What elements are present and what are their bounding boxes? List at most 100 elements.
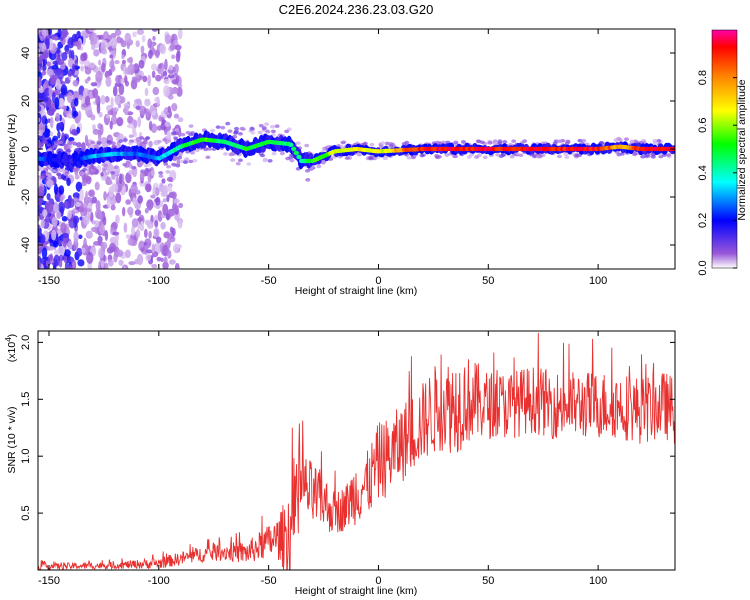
noise-speckle <box>168 259 176 265</box>
noise-speckle <box>114 60 120 65</box>
noise-speckle <box>134 209 142 216</box>
band-cell <box>84 172 90 177</box>
noise-speckle <box>38 243 43 248</box>
noise-speckle <box>162 261 169 269</box>
noise-speckle <box>86 110 93 115</box>
noise-speckle <box>122 206 126 217</box>
noise-speckle <box>140 220 144 231</box>
noise-speckle <box>60 87 67 94</box>
noise-speckle <box>47 246 55 251</box>
band-cell <box>502 140 508 144</box>
noise-speckle <box>53 201 59 214</box>
noise-speckle <box>147 38 153 49</box>
noise-speckle <box>51 91 56 103</box>
noise-speckle <box>49 76 57 86</box>
band-cell <box>623 137 629 141</box>
band-cell <box>441 140 447 145</box>
noise-speckle <box>112 107 119 113</box>
noise-speckle <box>83 215 90 226</box>
band-cell <box>166 164 172 169</box>
band-cell <box>444 153 450 157</box>
noise-speckle <box>76 126 81 134</box>
band-cell <box>452 154 458 159</box>
band-cell <box>118 139 124 143</box>
band-cell <box>564 155 570 160</box>
noise-speckle <box>58 185 65 195</box>
noise-speckle <box>123 222 128 233</box>
noise-speckle <box>97 235 103 243</box>
noise-speckle <box>52 240 59 248</box>
noise-speckle <box>67 57 74 68</box>
noise-speckle <box>90 226 98 233</box>
noise-speckle <box>100 259 105 269</box>
noise-speckle <box>61 31 69 36</box>
band-cell <box>163 162 169 166</box>
band-cell <box>632 152 638 157</box>
band-cell <box>96 141 102 145</box>
noise-speckle <box>52 265 57 269</box>
noise-speckle <box>141 35 146 43</box>
band-cell <box>234 126 240 131</box>
noise-speckle <box>136 29 145 35</box>
band-cell <box>68 141 74 145</box>
band-cell <box>257 130 263 135</box>
x-tick-label: -50 <box>261 575 277 587</box>
band-cell <box>183 160 189 164</box>
noise-speckle <box>112 231 120 236</box>
noise-speckle <box>112 85 118 97</box>
band-cell <box>46 148 52 152</box>
snr-y-label: SNR (10 * v/v) <box>6 406 18 473</box>
noise-speckle <box>169 226 174 233</box>
noise-speckle <box>92 124 96 131</box>
band-cell <box>536 154 542 159</box>
band-cell <box>67 144 73 149</box>
noise-speckle <box>140 45 145 54</box>
noise-speckle <box>164 58 168 71</box>
noise-speckle <box>38 224 41 230</box>
noise-speckle <box>154 187 160 197</box>
spectrogram-x-label: Height of straight line (km) <box>295 285 418 297</box>
y-tick-label: 1.0 <box>20 449 32 464</box>
band-cell <box>176 130 182 135</box>
band-cell <box>235 161 241 166</box>
noise-speckle <box>110 204 116 211</box>
noise-speckle <box>92 128 100 135</box>
noise-speckle <box>108 186 114 198</box>
noise-speckle <box>133 62 139 71</box>
noise-speckle <box>64 44 70 53</box>
snr-x-ticks: -150 -100 -50 0 50 100 <box>38 331 607 587</box>
band-cell <box>584 142 590 147</box>
noise-speckle <box>146 249 153 254</box>
colorbar-ticks: 0.0 0.2 0.4 0.6 0.8 <box>697 70 737 276</box>
noise-speckle <box>155 74 162 82</box>
band-cell <box>192 158 198 163</box>
noise-speckle <box>118 259 124 266</box>
noise-speckle <box>151 29 159 32</box>
noise-speckle <box>152 86 160 96</box>
snr-y-ticks: 0.5 1.0 1.5 2.0 <box>20 335 675 521</box>
noise-speckle <box>80 53 87 62</box>
noise-speckle <box>125 172 132 184</box>
noise-speckle <box>98 111 103 118</box>
band-cell <box>264 122 270 126</box>
band-cell <box>518 153 524 158</box>
x-tick-label: 50 <box>482 575 494 587</box>
y-tick-label: -20 <box>20 189 32 205</box>
band-cell <box>492 139 498 143</box>
band-cell <box>205 155 211 160</box>
band-cell <box>146 168 152 172</box>
noise-speckle <box>104 96 110 103</box>
noise-speckle <box>173 243 179 254</box>
noise-speckle <box>101 62 106 73</box>
band-cell <box>215 125 221 129</box>
noise-speckle <box>109 54 114 59</box>
noise-speckle <box>119 96 126 104</box>
noise-speckle <box>91 196 98 204</box>
noise-speckle <box>53 254 61 267</box>
spectrogram-y-ticks: -40 -20 0 20 40 <box>20 47 675 253</box>
noise-speckle <box>38 128 44 135</box>
noise-speckle <box>56 58 65 65</box>
band-cell <box>139 136 145 140</box>
band-cell <box>295 141 301 145</box>
y-tick-label: -40 <box>20 237 32 253</box>
